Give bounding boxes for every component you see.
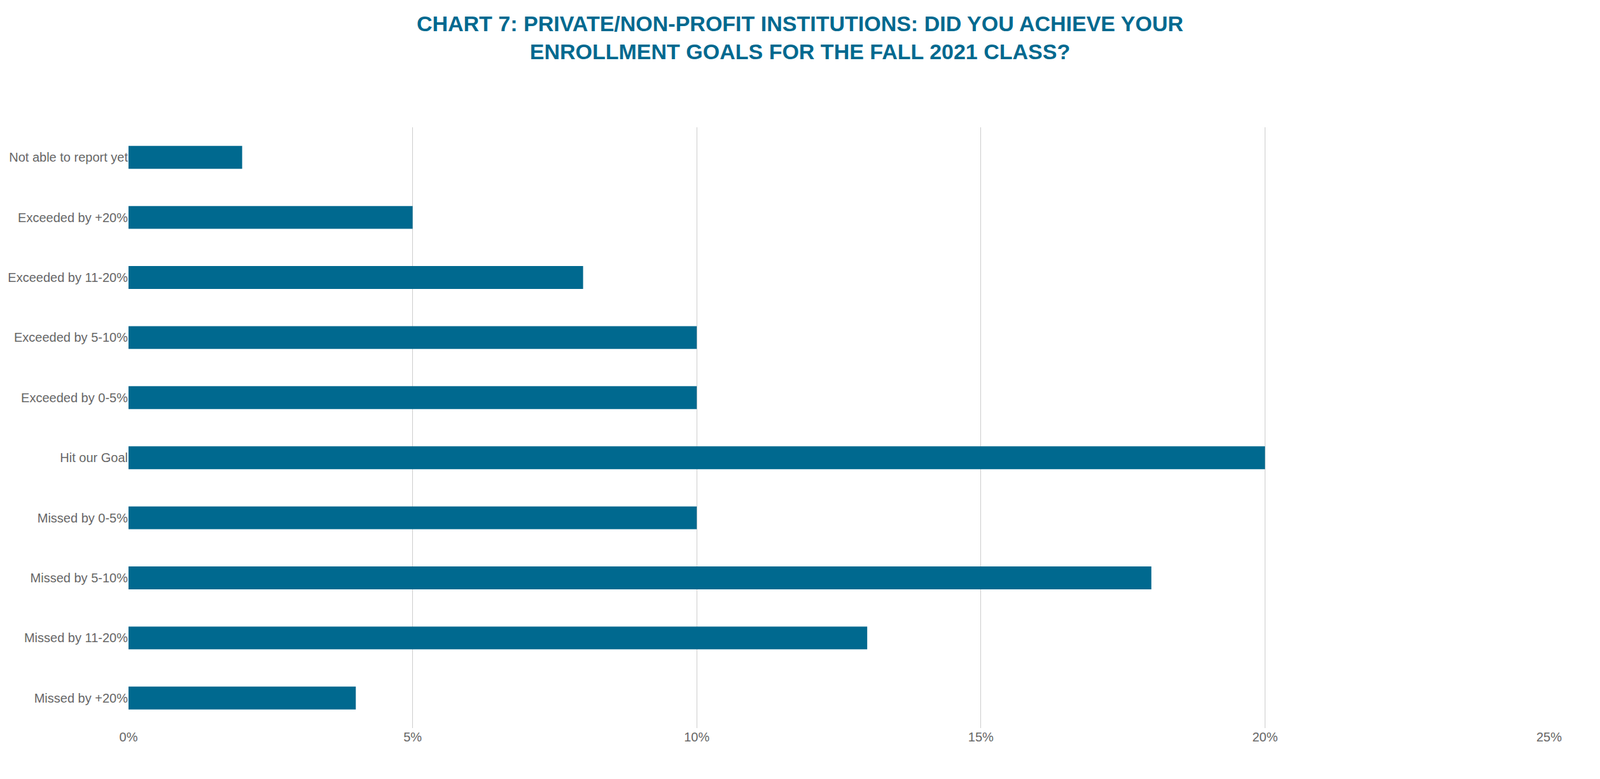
svg-text:10%: 10% — [683, 729, 710, 744]
svg-text:0%: 0% — [119, 729, 139, 744]
svg-text:Missed by 0-5%: Missed by 0-5% — [37, 510, 128, 525]
svg-text:Missed by 11-20%: Missed by 11-20% — [24, 630, 128, 645]
svg-text:Hit our Goal: Hit our Goal — [59, 450, 128, 465]
svg-text:Not able to report yet: Not able to report yet — [8, 150, 128, 165]
svg-text:15%: 15% — [968, 729, 994, 744]
svg-text:CHART 7: PRIVATE/NON-PROFIT IN: CHART 7: PRIVATE/NON-PROFIT INSTITUTIONS… — [416, 11, 1184, 64]
svg-text:Exceeded by 5-10%: Exceeded by 5-10% — [13, 330, 128, 345]
svg-text:Exceeded by +20%: Exceeded by +20% — [17, 210, 128, 225]
svg-text:Missed by 5-10%: Missed by 5-10% — [30, 570, 129, 585]
svg-text:Exceeded by 11-20%: Exceeded by 11-20% — [7, 270, 128, 285]
svg-text:5%: 5% — [403, 729, 422, 744]
svg-text:20%: 20% — [1252, 729, 1278, 744]
svg-text:25%: 25% — [1536, 729, 1562, 744]
svg-text:Missed by +20%: Missed by +20% — [34, 690, 129, 705]
svg-text:Exceeded by 0-5%: Exceeded by 0-5% — [20, 390, 128, 405]
